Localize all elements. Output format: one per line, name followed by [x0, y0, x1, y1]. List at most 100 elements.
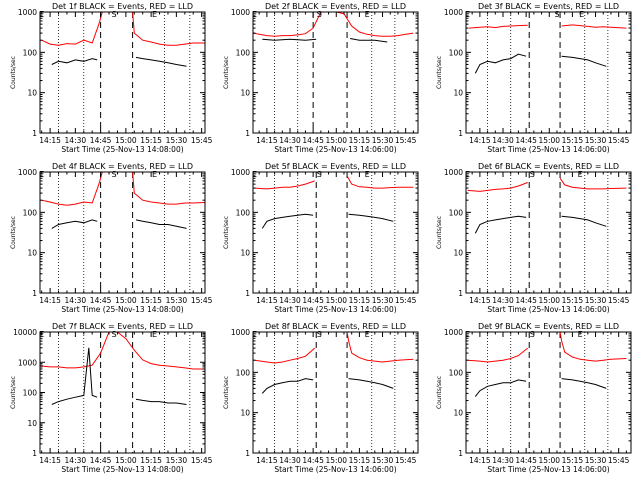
x-tick-label: 15:00	[538, 136, 560, 145]
lld-series-line	[41, 12, 103, 46]
lld-series-line	[41, 332, 205, 370]
x-tick-label: 15:15	[349, 456, 371, 465]
y-tick-label: 1	[245, 449, 250, 458]
x-tick-label: 15:00	[325, 456, 347, 465]
detector-chart: Det 9f BLACK = Events, RED = LLD 1 10 100 10…	[436, 322, 632, 474]
lld-series-line	[559, 177, 627, 190]
x-tick-label: 15:00	[325, 136, 347, 145]
x-axis-label: Start Time (25-Nov-13 14:06:00)	[274, 145, 396, 154]
y-tick-label: 1	[245, 289, 250, 298]
time-marker-label: E	[252, 170, 257, 179]
y-tick-label: 100	[236, 368, 251, 377]
detector-panel: Det 4f BLACK = Events, RED = LLD 1 10 100 10…	[0, 160, 213, 320]
time-marker-label: E	[152, 10, 157, 19]
x-axis-label: Start Time (25-Nov-13 14:06:00)	[487, 305, 609, 314]
x-tick-label: 14:45	[515, 296, 537, 305]
events-series-line	[474, 379, 527, 397]
x-axis-label: Start Time (25-Nov-13 14:08:00)	[61, 145, 183, 154]
lld-series-line	[346, 332, 414, 363]
events-series-line	[561, 378, 607, 389]
time-marker-label: E	[152, 330, 157, 339]
time-marker-label: S	[112, 330, 117, 339]
y-axis-label: Counts/sec	[436, 376, 443, 409]
y-tick-label: 1000	[231, 328, 250, 337]
x-tick-label: 15:45	[191, 296, 213, 305]
x-tick-label: 15:30	[372, 136, 394, 145]
time-marker-label: E	[252, 10, 257, 19]
x-tick-label: 15:30	[166, 296, 188, 305]
x-axis-label: Start Time (25-Nov-13 14:06:00)	[274, 305, 396, 314]
time-marker-label: E	[578, 330, 583, 339]
detector-chart: Det 6f BLACK = Events, RED = LLD 1 10 100 10…	[436, 162, 632, 314]
time-marker-label: S	[317, 10, 322, 19]
detector-panel: Det 9f BLACK = Events, RED = LLD 1 10 100 10…	[426, 320, 639, 480]
y-axis-label: Counts/sec	[10, 56, 17, 89]
y-tick-label: 1000	[444, 8, 463, 17]
x-tick-label: 14:45	[302, 296, 324, 305]
plot-frame	[252, 331, 419, 454]
x-tick-label: 14:45	[90, 136, 112, 145]
chart-title: Det 1f BLACK = Events, RED = LLD	[52, 2, 193, 11]
x-tick-label: 15:45	[191, 456, 213, 465]
x-tick-label: 15:15	[562, 296, 584, 305]
x-tick-label: 15:15	[140, 296, 162, 305]
events-series-line	[51, 219, 98, 229]
y-tick-label: 10000	[13, 328, 37, 337]
lld-series-line	[41, 172, 103, 206]
time-marker-label: S	[317, 170, 322, 179]
time-marker-label: S	[112, 10, 117, 19]
time-marker-label: S	[530, 330, 535, 339]
plot-frame	[252, 11, 419, 134]
x-tick-label: 15:45	[608, 136, 630, 145]
y-tick-label: 1	[458, 129, 463, 138]
series-group	[41, 172, 205, 229]
x-tick-label: 15:00	[115, 296, 137, 305]
time-marker-label: E	[578, 170, 583, 179]
detector-panel: Det 1f BLACK = Events, RED = LLD 1 10 100 10…	[0, 0, 213, 160]
y-axis-label: Counts/sec	[10, 216, 17, 249]
chart-title: Det 4f BLACK = Events, RED = LLD	[52, 162, 193, 171]
x-tick-label: 14:30	[65, 136, 87, 145]
x-tick-label: 15:45	[395, 136, 417, 145]
events-series-line	[474, 215, 527, 234]
y-tick-label: 1000	[444, 328, 463, 337]
time-marker-label: E	[39, 10, 44, 19]
detector-chart: Det 3f BLACK = Events, RED = LLD 1 10 100 10…	[436, 2, 632, 154]
detector-chart: Det 1f BLACK = Events, RED = LLD 1 10 100 10…	[10, 2, 213, 154]
series-group	[253, 12, 414, 43]
series-group	[254, 175, 414, 229]
x-tick-label: 15:00	[325, 296, 347, 305]
detector-panel: Det 2f BLACK = Events, RED = LLD 1 10 100 10…	[213, 0, 426, 160]
y-tick-label: 1	[32, 289, 37, 298]
y-tick-label: 10	[453, 249, 463, 258]
detector-panel: Det 3f BLACK = Events, RED = LLD 1 10 100 10…	[426, 0, 639, 160]
x-tick-label: 15:00	[115, 136, 137, 145]
x-tick-label: 14:15	[469, 136, 491, 145]
x-tick-label: 14:15	[39, 456, 61, 465]
x-tick-label: 15:45	[191, 136, 213, 145]
plot-frame	[39, 171, 206, 294]
y-tick-label: 1000	[18, 358, 37, 367]
detector-chart: Det 4f BLACK = Events, RED = LLD 1 10 100 10…	[10, 162, 213, 314]
y-axis-label: Counts/sec	[223, 216, 230, 249]
x-axis-label: Start Time (25-Nov-13 14:08:00)	[61, 305, 183, 314]
time-marker-label: S	[554, 10, 559, 19]
time-marker-label: E	[465, 10, 470, 19]
detector-panel: Det 7f BLACK = Events, RED = LLD 1 10 100 10…	[0, 320, 213, 480]
time-marker-label: E	[39, 330, 44, 339]
events-series-line	[262, 38, 317, 41]
series-group	[254, 332, 414, 394]
plot-frame	[465, 331, 632, 454]
x-axis-label: Start Time (25-Nov-13 14:08:00)	[61, 465, 183, 474]
events-series-line	[51, 347, 98, 405]
y-tick-label: 1000	[18, 8, 37, 17]
events-series-line	[474, 53, 527, 74]
time-marker-label: S	[530, 170, 535, 179]
x-tick-label: 15:30	[585, 296, 607, 305]
lld-series-line	[254, 347, 316, 364]
events-series-line	[135, 219, 187, 229]
x-tick-label: 15:45	[395, 296, 417, 305]
y-tick-label: 10	[240, 89, 250, 98]
time-marker-label: E	[152, 170, 157, 179]
x-tick-label: 15:45	[395, 456, 417, 465]
